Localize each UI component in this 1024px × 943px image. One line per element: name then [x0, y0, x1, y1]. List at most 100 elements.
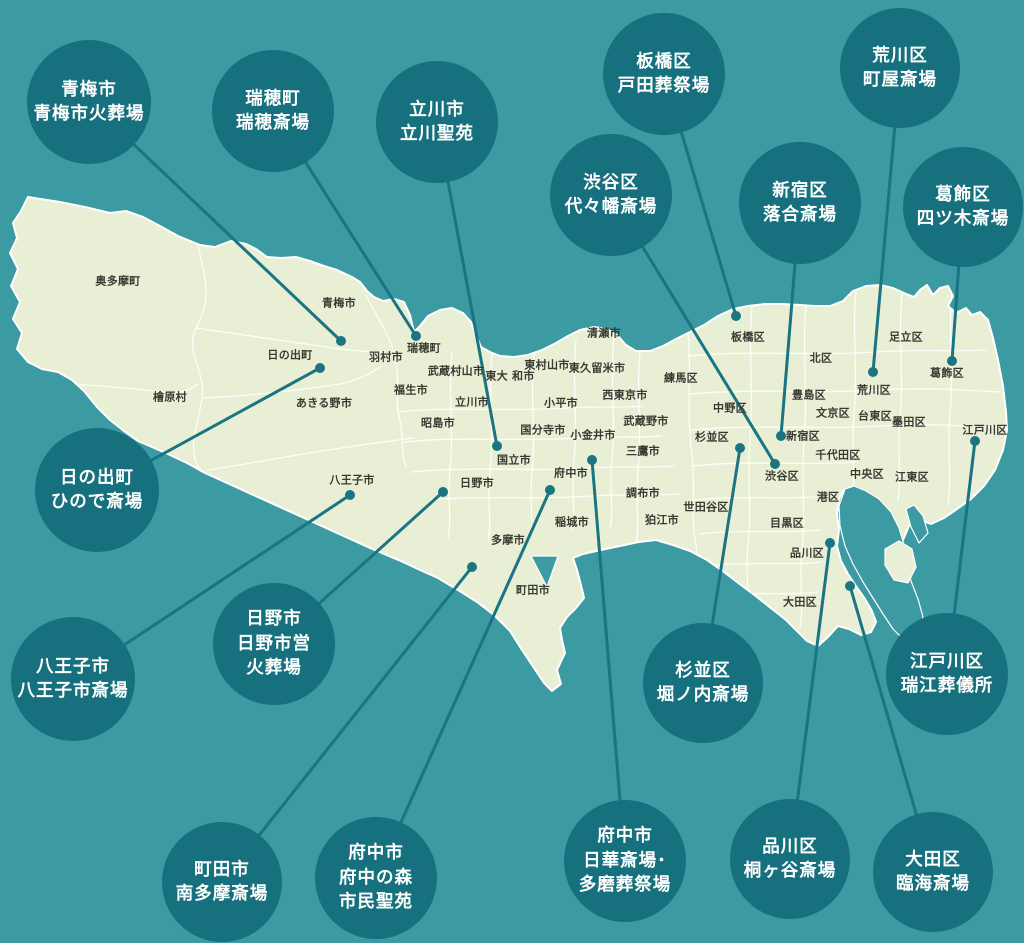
map-region-label: 中野区: [713, 401, 747, 415]
facility-bubble-label: 落合斎場: [763, 205, 837, 225]
facility-anchor-dot: [492, 441, 502, 451]
map-region-label: 立川市: [455, 395, 489, 409]
map-region-label: 日の出町: [267, 348, 313, 362]
facility-bubble-label: 日野市営: [237, 633, 311, 654]
facility-bubble[interactable]: 町田市 南多摩斎場: [162, 822, 282, 942]
facility-bubble[interactable]: 新宿区 落合斎場: [739, 142, 861, 264]
facility-bubble-label: 荒川区: [872, 45, 928, 66]
facility-bubble[interactable]: 葛飾区 四ツ木斎場: [903, 147, 1023, 267]
map-region-label: 渋谷区: [765, 469, 799, 483]
map-region-label: 千代田区: [815, 448, 861, 462]
facility-anchor-dot: [411, 331, 421, 341]
map-region-label: 中央区: [850, 467, 884, 481]
facility-bubble[interactable]: 江戸川区 瑞江葬儀所: [886, 613, 1008, 735]
map-region-label: 昭島市: [421, 416, 455, 430]
map-region-label: 狛江市: [645, 513, 679, 527]
facility-anchor-dot: [438, 487, 448, 497]
map-region-label: 目黒区: [770, 516, 804, 530]
facility-bubble-label: 堀ノ内斎場: [656, 685, 750, 705]
facility-bubble-label: 日の出町: [60, 467, 134, 488]
facility-anchor-dot: [845, 581, 855, 591]
map-region-label: 新宿区: [786, 429, 820, 443]
map-region-label: 東大 和市: [485, 369, 535, 383]
facility-bubble[interactable]: 立川市 立川聖苑: [376, 61, 498, 183]
facility-bubble[interactable]: 渋谷区 代々幡斎場: [550, 134, 672, 256]
facility-bubble-label: 新宿区: [772, 180, 828, 201]
map-region-label: 豊島区: [792, 388, 826, 402]
map-region-label: 小平市: [544, 396, 578, 410]
map-region-label: 檜原村: [153, 390, 187, 404]
facility-bubble[interactable]: 青梅市 青梅市火葬場: [27, 40, 151, 164]
facility-anchor-dot: [970, 436, 980, 446]
map-region-label: 東村山市: [524, 358, 570, 372]
facility-bubble-label: 瑞穂斎場: [236, 113, 310, 133]
facility-bubble[interactable]: 八王子市 八王子市斎場: [11, 617, 135, 741]
facility-bubble-label: 立川聖苑: [400, 124, 474, 144]
map-region-label: 小金井市: [570, 428, 616, 442]
facility-bubble-label: ひので斎場: [50, 492, 144, 512]
map-region-label: 江東区: [895, 470, 929, 484]
map-region-label: 八王子市: [329, 473, 375, 487]
facility-anchor-dot: [868, 367, 878, 377]
facility-bubble-label: 瑞江葬儀所: [900, 676, 994, 696]
facility-bubble[interactable]: 大田区 臨海斎場: [873, 812, 993, 932]
facility-bubble[interactable]: 板橋区 戸田葬祭場: [603, 13, 725, 135]
map-region-label: 羽村市: [369, 350, 403, 364]
facility-bubble-label: 四ツ木斎場: [916, 209, 1010, 229]
facility-bubble-label: 市民聖苑: [339, 892, 413, 913]
map-region-label: 福生市: [394, 383, 428, 397]
facility-anchor-dot: [731, 311, 741, 321]
map-region-label: 足立区: [889, 330, 923, 344]
facility-bubble[interactable]: 日の出町 ひので斎場: [35, 428, 159, 552]
map-region-label: 調布市: [626, 486, 660, 500]
map-region-label: 港区: [816, 490, 840, 504]
map-region-label: 荒川区: [857, 383, 891, 397]
map-region-label: 日野市: [460, 476, 494, 490]
map-region-label: 国分寺市: [520, 423, 566, 437]
leader-line: [374, 489, 552, 879]
facility-bubble-label: 渋谷区: [583, 172, 639, 193]
map-region-label: 台東区: [858, 409, 892, 423]
facility-bubble[interactable]: 杉並区 堀ノ内斎場: [643, 623, 763, 743]
facility-bubble-label: 大田区: [905, 849, 961, 870]
facility-bubble-label: 品川区: [762, 836, 818, 857]
map-region-label: 大田区: [783, 595, 817, 609]
facility-bubble-label: 南多摩斎場: [175, 884, 269, 904]
facility-bubble[interactable]: 瑞穂町 瑞穂斎場: [212, 50, 334, 172]
facility-bubble-label: 立川市: [409, 99, 465, 120]
facility-bubble-label: 瑞穂町: [245, 88, 301, 109]
map-region-label: 北区: [809, 351, 833, 365]
map-region-label: 西東京市: [602, 388, 648, 402]
facility-bubble[interactable]: 府中市 府中の森 市民聖苑: [315, 817, 437, 939]
facility-anchor-dot: [776, 431, 786, 441]
facility-anchor-dot: [545, 485, 555, 495]
map-region-label: 瑞穂町: [407, 341, 441, 355]
facility-bubble-label: 桐ヶ谷斎場: [743, 861, 837, 881]
map-region-label: 文京区: [816, 406, 850, 420]
tokyo-bay-water: [530, 485, 929, 641]
leader-line: [590, 459, 627, 862]
facility-bubble-label: 青梅市火葬場: [33, 104, 145, 124]
facility-bubble[interactable]: 府中市 日華斎場･ 多磨葬祭場: [564, 800, 686, 922]
facility-anchor-dot: [770, 459, 780, 469]
facility-bubble-label: 町田市: [194, 859, 250, 880]
leader-line: [220, 566, 474, 883]
map-region-label: 町田市: [516, 583, 550, 597]
map-region-label: 三鷹市: [626, 444, 660, 458]
map-region-label: 世田谷区: [683, 500, 729, 514]
facility-bubble-label: 青梅市: [61, 79, 117, 100]
facility-bubble-label: 火葬場: [246, 658, 302, 679]
facility-bubble-label: 八王子市斎場: [17, 681, 129, 701]
facility-anchor-dot: [825, 538, 835, 548]
facility-anchor-dot: [467, 562, 477, 572]
facility-bubble[interactable]: 日野市 日野市営 火葬場: [213, 583, 335, 705]
facility-bubble-label: 府中市: [348, 843, 404, 864]
map-region-label: 葛飾区: [930, 366, 964, 380]
facility-bubble-label: 江戸川区: [910, 651, 984, 672]
map-region-label: 清瀬市: [587, 326, 621, 340]
municipal-borders: [17, 245, 1005, 629]
facility-bubble[interactable]: 荒川区 町屋斎場: [840, 8, 960, 128]
facility-bubble[interactable]: 品川区 桐ヶ谷斎場: [730, 799, 850, 919]
